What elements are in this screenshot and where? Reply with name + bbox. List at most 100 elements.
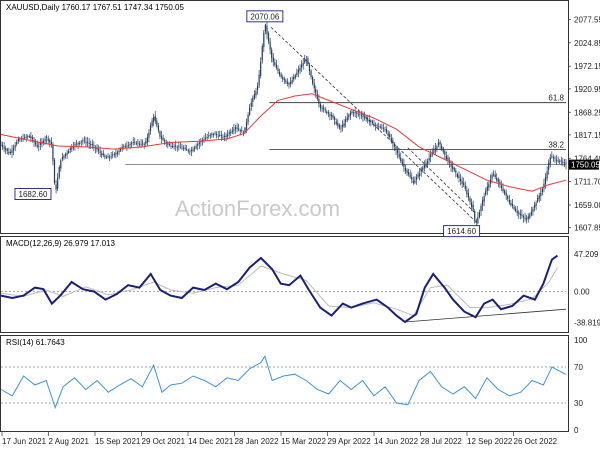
candle-body bbox=[193, 147, 196, 150]
candle-body bbox=[518, 212, 520, 214]
x-tick-label: 17 Jun 2021 bbox=[2, 437, 47, 446]
candle-body bbox=[491, 174, 493, 179]
x-tick-label: 28 Jan 2022 bbox=[235, 437, 280, 446]
candle-body bbox=[211, 133, 213, 135]
candle-body bbox=[494, 174, 496, 178]
candle-body bbox=[113, 153, 115, 155]
price-y-tick-label: 1607.85 bbox=[574, 224, 600, 233]
candle-body bbox=[349, 112, 351, 116]
candle-body bbox=[88, 143, 90, 145]
x-tick-label: 28 Jul 2022 bbox=[421, 437, 463, 446]
moving-average-line bbox=[0, 93, 567, 192]
candle-body bbox=[120, 148, 122, 151]
candle-body bbox=[3, 147, 5, 149]
candle-body bbox=[527, 216, 529, 220]
candle-body bbox=[313, 83, 315, 89]
candle-body bbox=[167, 143, 169, 145]
price-layer: 61.8 38.2 2070.06 1682.60 1614.60 bbox=[0, 10, 567, 238]
candle-body bbox=[175, 145, 177, 147]
candle-body bbox=[507, 196, 509, 199]
candle-body bbox=[308, 64, 311, 71]
candle-body bbox=[327, 112, 329, 114]
candle-body bbox=[116, 152, 119, 154]
candle-body bbox=[36, 144, 38, 147]
candle-body bbox=[75, 143, 78, 145]
candle-body bbox=[540, 192, 542, 197]
candle-body bbox=[511, 204, 514, 207]
x-tick-label: 12 Sep 2022 bbox=[467, 437, 513, 446]
candle-body bbox=[209, 134, 211, 136]
rsi-panel-frame bbox=[0, 335, 569, 432]
candle-body bbox=[256, 85, 259, 90]
candle-body bbox=[162, 138, 164, 140]
candle-body bbox=[324, 109, 326, 111]
candle-body bbox=[316, 94, 318, 100]
candle-body bbox=[411, 177, 413, 180]
candle-body bbox=[156, 120, 158, 126]
candle-body bbox=[157, 125, 159, 131]
candle-body bbox=[129, 144, 131, 146]
candle-body bbox=[565, 163, 567, 164]
candle-body bbox=[526, 218, 528, 220]
candle-body bbox=[275, 64, 278, 68]
candle-body bbox=[414, 180, 416, 183]
candle-body bbox=[318, 99, 320, 104]
candle-body bbox=[283, 78, 285, 81]
candle-body bbox=[154, 115, 156, 121]
fib-level-label: 61.8 bbox=[548, 94, 564, 103]
candle-body bbox=[212, 134, 215, 136]
candle-body bbox=[463, 182, 465, 186]
candle-body bbox=[189, 151, 191, 153]
candle-body bbox=[296, 72, 298, 75]
candle-body bbox=[461, 181, 463, 184]
candle-body bbox=[233, 129, 235, 131]
candle-body bbox=[374, 124, 377, 126]
price-y-tick-label: 1659.00 bbox=[574, 201, 600, 210]
fib-level-label: 38.2 bbox=[548, 141, 564, 150]
rsi-panel: RSI(14) 61.7643 bbox=[0, 335, 569, 432]
candle-body bbox=[204, 137, 207, 139]
candle-body bbox=[123, 145, 125, 147]
candle-body bbox=[422, 167, 424, 171]
candle-body bbox=[475, 220, 477, 224]
candle-body bbox=[97, 149, 100, 151]
candle-body bbox=[445, 155, 447, 160]
price-panel: XAUUSD,Daily 1760.17 1767.51 1747.34 175… bbox=[0, 0, 569, 234]
price-annotation-box bbox=[246, 10, 284, 23]
candle-body bbox=[171, 146, 174, 148]
candle-body bbox=[470, 202, 473, 207]
candle-body bbox=[390, 138, 392, 142]
candle-body bbox=[425, 163, 427, 166]
candle-body bbox=[228, 132, 230, 134]
candle-body bbox=[408, 172, 410, 175]
candle-body bbox=[294, 75, 296, 78]
candle-body bbox=[433, 150, 435, 153]
candle-body bbox=[453, 167, 455, 171]
candle-body bbox=[389, 134, 391, 138]
candle-body bbox=[310, 70, 312, 77]
candle-body bbox=[16, 141, 18, 145]
candle-body bbox=[223, 136, 226, 137]
candle-body bbox=[148, 132, 150, 138]
candle-body bbox=[170, 145, 172, 147]
candle-body bbox=[384, 129, 386, 130]
candle-body bbox=[42, 141, 45, 143]
candle-body bbox=[83, 139, 86, 141]
candle-body bbox=[307, 58, 309, 65]
candle-body bbox=[216, 134, 218, 136]
candle-body bbox=[181, 147, 183, 149]
candle-body bbox=[79, 142, 81, 144]
candle-body bbox=[459, 178, 462, 182]
candle-body bbox=[555, 159, 558, 161]
candle-body bbox=[197, 144, 199, 146]
candle-body bbox=[315, 88, 317, 94]
candle-body bbox=[192, 149, 194, 151]
candle-body bbox=[159, 131, 161, 137]
candle-body bbox=[96, 148, 98, 150]
candle-body bbox=[444, 151, 446, 155]
candle-body bbox=[143, 144, 145, 145]
candle-body bbox=[93, 144, 95, 146]
candle-body bbox=[326, 111, 328, 113]
candle-body bbox=[335, 121, 337, 125]
candle-body bbox=[142, 143, 144, 145]
